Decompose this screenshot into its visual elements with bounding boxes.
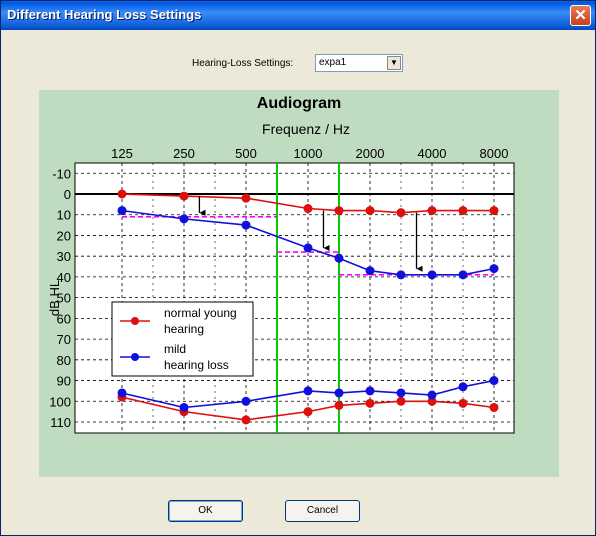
legend-label: mild: [164, 342, 186, 356]
series-mild-point: [427, 270, 437, 280]
y-tick-label: 0: [64, 187, 71, 202]
series-mild-point: [179, 214, 189, 224]
series-normal-point: [489, 402, 499, 412]
close-icon: ✕: [574, 7, 587, 24]
series-normal-point: [117, 189, 127, 199]
series-mild-point: [334, 388, 344, 398]
series-normal-point: [334, 400, 344, 410]
series-mild-upper-line: [121, 209, 495, 276]
legend-box: [111, 301, 254, 377]
y-tick-label: 50: [57, 291, 71, 306]
chevron-down-icon: ▼: [390, 58, 398, 67]
series-mild-point: [489, 376, 499, 386]
series-mild-point: [334, 253, 344, 263]
series-mild-point: [396, 270, 406, 280]
x-tick-label: 8000: [480, 146, 509, 161]
series-normal-point: [241, 415, 251, 425]
hearing-loss-settings-select[interactable]: expa1 ▼: [315, 54, 403, 72]
series-mild-point: [179, 402, 189, 412]
series-normal-lower-line: [121, 396, 495, 421]
y-tick-label: 60: [57, 311, 71, 326]
series-normal-point: [427, 206, 437, 216]
window-title: Different Hearing Loss Settings: [7, 7, 202, 22]
y-tick-label: 110: [50, 415, 71, 430]
x-tick-label: 250: [173, 146, 195, 161]
x-tick-label: 125: [111, 146, 133, 161]
series-mild-point: [396, 388, 406, 398]
y-tick-label: 40: [57, 270, 71, 285]
series-mild-point: [365, 386, 375, 396]
series-mild-point: [303, 243, 313, 253]
series-mild-point: [117, 388, 127, 398]
x-tick-label: 2000: [356, 146, 385, 161]
series-normal-point: [365, 398, 375, 408]
chart-title: Audiogram: [257, 95, 341, 112]
series-normal-point: [458, 206, 468, 216]
close-button[interactable]: ✕: [570, 5, 591, 26]
cancel-button[interactable]: Cancel: [285, 500, 360, 522]
y-tick-label: 70: [57, 332, 71, 347]
series-mild-point: [458, 382, 468, 392]
series-normal-upper-line: [121, 193, 494, 214]
y-tick-label: 10: [57, 208, 71, 223]
hearing-loss-settings-label: Hearing-Loss Settings:: [192, 58, 294, 69]
x-axis-label: Frequenz / Hz: [262, 121, 350, 137]
selected-setting: expa1: [319, 57, 347, 68]
ok-button[interactable]: OK: [168, 500, 243, 522]
legend-label: hearing: [164, 322, 204, 336]
series-mild-point: [241, 396, 251, 406]
series-normal-point: [396, 208, 406, 218]
series-mild-lower-line: [121, 379, 495, 409]
legend-marker: [131, 353, 139, 361]
y-axis-label: dB HL: [47, 280, 62, 316]
series-normal-point: [303, 204, 313, 214]
legend-label: normal young: [164, 306, 237, 320]
x-tick-label: 4000: [418, 146, 447, 161]
series-normal-point: [365, 206, 375, 216]
y-tick-label: 90: [57, 374, 71, 389]
series-normal-point: [303, 407, 313, 417]
series-mild-point: [117, 206, 127, 216]
series-mild-point: [458, 270, 468, 280]
series-mild-point: [303, 386, 313, 396]
series-normal-point: [179, 191, 189, 201]
series-normal-point: [241, 193, 251, 203]
series-normal-point: [396, 396, 406, 406]
y-tick-label: 80: [57, 353, 71, 368]
series-normal-point: [334, 206, 344, 216]
series-normal-point: [458, 398, 468, 408]
series-normal-point: [489, 206, 499, 216]
series-mild-point: [365, 266, 375, 276]
x-tick-label: 1000: [294, 146, 323, 161]
y-tick-label: 20: [57, 228, 71, 243]
title-bar[interactable]: Different Hearing Loss Settings ✕: [1, 1, 595, 30]
legend-label: hearing loss: [164, 358, 229, 372]
y-tick-label: 100: [49, 394, 71, 409]
y-tick-label: 30: [57, 249, 71, 264]
y-tick-label: -10: [52, 166, 71, 181]
series-mild-point: [489, 264, 499, 274]
series-mild-point: [241, 220, 251, 230]
series-mild-point: [427, 390, 437, 400]
x-tick-label: 500: [235, 146, 257, 161]
audiogram-panel: Audiogram Frequenz / Hz dB HL 125 250 500 1000…: [39, 90, 559, 477]
legend-marker: [131, 317, 139, 325]
dropdown-arrow-button[interactable]: ▼: [387, 56, 401, 70]
